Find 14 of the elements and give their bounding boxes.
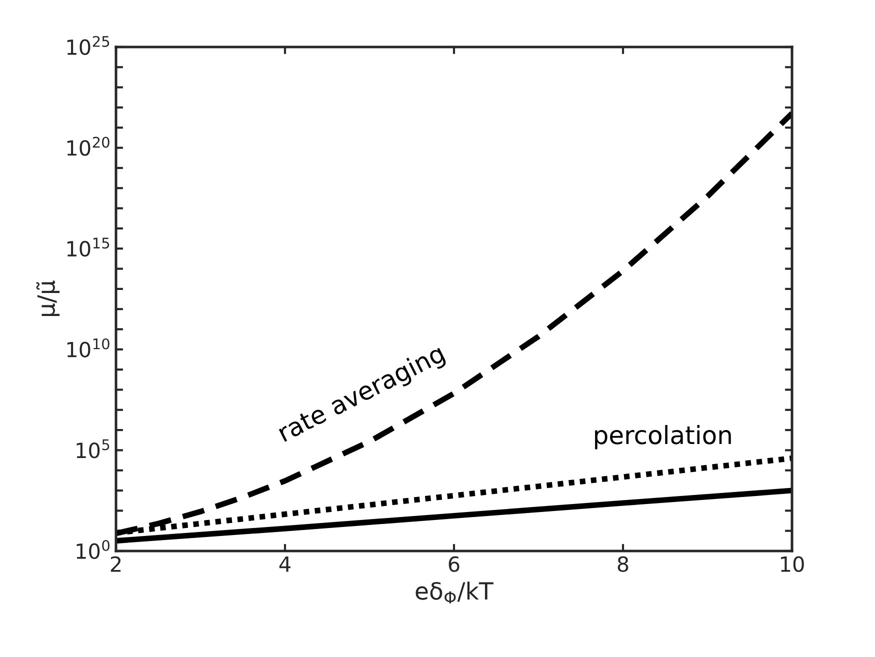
y-axis-title: μ/μ̃: [36, 280, 60, 316]
y-tick-label: 10$^{10}$: [67, 338, 110, 358]
y-tick-label: 10$^{5}$: [76, 439, 110, 458]
y-tick-label: 10$^{20}$: [67, 136, 110, 156]
y-tick-label: 10$^{15}$: [67, 238, 110, 257]
annotation: percolation: [595, 425, 731, 450]
x-tick-label: 2: [110, 556, 121, 572]
x-tick-label: 6: [448, 556, 460, 572]
x-tick-label: 4: [279, 556, 290, 572]
x-axis-title: eδ$_{Φ}$/kT: [416, 582, 494, 604]
y-tick-label: 10$^{0}$: [76, 540, 110, 560]
x-tick-label: 10: [781, 556, 804, 572]
x-tick-label: 8: [618, 556, 628, 572]
y-tick-label: 10$^{25}$: [67, 36, 110, 56]
